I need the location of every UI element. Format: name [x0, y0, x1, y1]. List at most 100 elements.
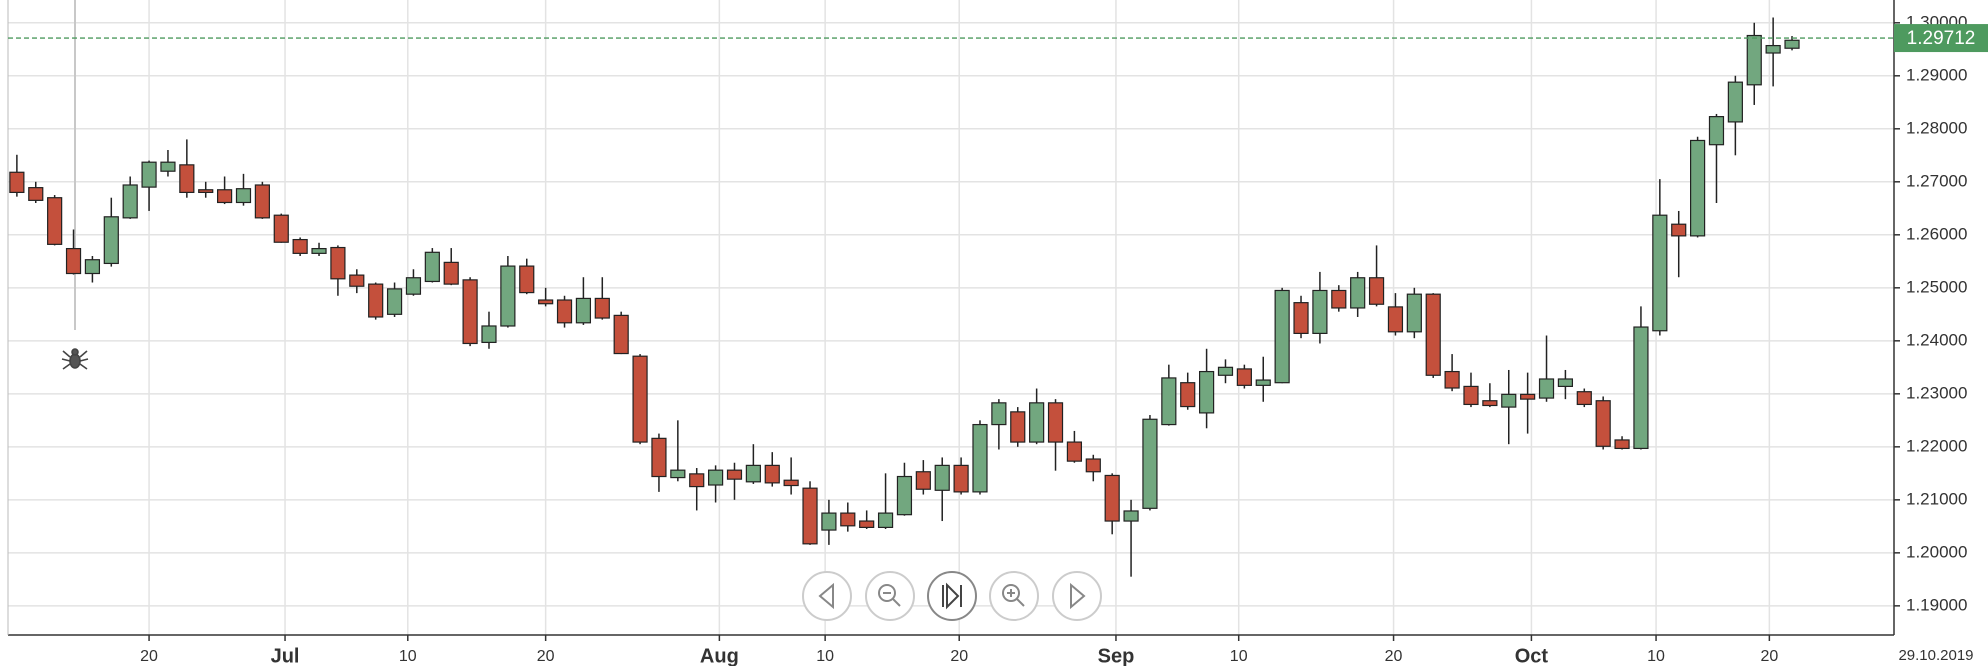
candle-body [273, 214, 289, 243]
x-tick-label: 20 [950, 648, 968, 665]
candle-body [141, 161, 157, 188]
candle-body [783, 479, 799, 487]
candle-body [840, 512, 856, 527]
y-tick-label: 1.26000 [1906, 224, 1967, 243]
candle-body [1482, 400, 1498, 407]
reset-button[interactable] [927, 571, 977, 621]
candle-body [1199, 370, 1215, 414]
candle-body [1671, 223, 1687, 237]
candle-body [1047, 402, 1064, 443]
candle-body [500, 265, 516, 327]
candle-body [443, 261, 459, 285]
candle-body [1557, 378, 1574, 388]
candle-body [556, 299, 573, 324]
candle-body [934, 464, 950, 491]
date-label: 29.10.2019 [1898, 647, 1973, 664]
y-tick-label: 1.22000 [1906, 436, 1967, 455]
candle-body [519, 265, 535, 294]
candle-body [311, 247, 327, 254]
x-tick-label: Oct [1515, 645, 1549, 666]
candle-body [103, 216, 119, 265]
x-tick-label: 10 [816, 648, 834, 665]
candle-body [1538, 378, 1555, 399]
grid [8, 0, 1894, 635]
candle-body [1255, 379, 1271, 386]
zoom-out-button[interactable] [865, 571, 915, 621]
candle-body [594, 297, 610, 319]
candle-body [1708, 116, 1725, 146]
candle-body [708, 469, 724, 486]
candle-body [349, 274, 365, 287]
candle-body [160, 161, 176, 172]
candle-body [1142, 418, 1158, 509]
candle-body [1633, 326, 1649, 450]
y-tick-label: 1.29000 [1906, 65, 1967, 84]
candle-body [538, 299, 554, 305]
scroll-right-button[interactable] [1052, 571, 1102, 621]
candle-body [1293, 302, 1309, 335]
plot-area [9, 17, 1800, 577]
y-tick-label: 1.19000 [1906, 595, 1967, 614]
candle-body [1161, 377, 1177, 426]
candle-body [28, 187, 44, 201]
spider-icon [61, 348, 89, 370]
candle-body [670, 469, 686, 479]
candle-body [122, 184, 138, 219]
candle-body [1614, 439, 1630, 450]
y-tick-label: 1.25000 [1906, 277, 1967, 296]
candle-body [179, 164, 195, 194]
candle-body [1217, 366, 1234, 376]
last-price-box [1894, 24, 1988, 53]
candle-body [1236, 368, 1252, 386]
candle-body [1368, 277, 1385, 305]
candle-body [1784, 39, 1800, 49]
x-tick-label: 10 [1647, 648, 1665, 665]
candle-body [1066, 441, 1083, 462]
x-tick-label: 10 [1230, 648, 1248, 665]
candle-body [1180, 382, 1196, 408]
candle-body [9, 171, 25, 194]
candle-body [84, 259, 101, 275]
y-tick-label: 1.28000 [1906, 118, 1967, 137]
candle-body [991, 402, 1007, 426]
last-price-label: 1.29712 [1907, 28, 1976, 49]
y-tick-label: 1.23000 [1906, 383, 1967, 402]
candle-body [1350, 277, 1366, 309]
candle-body [915, 471, 931, 490]
x-tick-label: Jul [271, 645, 300, 666]
candle-body [1765, 44, 1781, 54]
y-tick-label: 1.24000 [1906, 330, 1967, 349]
candle-body [481, 325, 497, 344]
candle-body [1331, 289, 1347, 309]
candle-body [424, 251, 440, 283]
candle-body [1444, 370, 1460, 389]
zoom-in-button[interactable] [989, 571, 1039, 621]
x-tick-label: 20 [140, 648, 158, 665]
candle-body [1425, 293, 1441, 376]
candle-body [1690, 139, 1706, 237]
candle-body [1652, 214, 1668, 332]
candle-body [1123, 510, 1139, 522]
candle-body [462, 279, 478, 345]
candle-body [877, 512, 894, 528]
candle-body [1029, 402, 1045, 443]
candle-body [1085, 458, 1101, 473]
candle-body [386, 288, 403, 315]
candle-body [972, 423, 988, 493]
candle-body [1312, 289, 1328, 335]
x-tick-label: Sep [1098, 645, 1135, 666]
candle-body [1387, 306, 1404, 333]
candle-body [613, 314, 629, 355]
candle-body [575, 297, 592, 324]
candle-body [726, 469, 743, 480]
candle-body [198, 189, 214, 194]
candle-body [859, 520, 875, 528]
candle-body [1595, 400, 1611, 447]
candle-body [1274, 289, 1290, 384]
candle-body [1104, 474, 1120, 522]
scroll-left-button[interactable] [802, 571, 852, 621]
candle-body [632, 355, 648, 443]
